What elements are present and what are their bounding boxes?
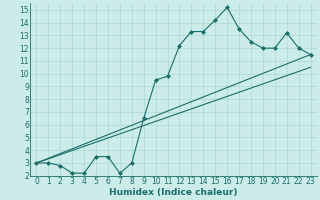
X-axis label: Humidex (Indice chaleur): Humidex (Indice chaleur) [109,188,238,197]
